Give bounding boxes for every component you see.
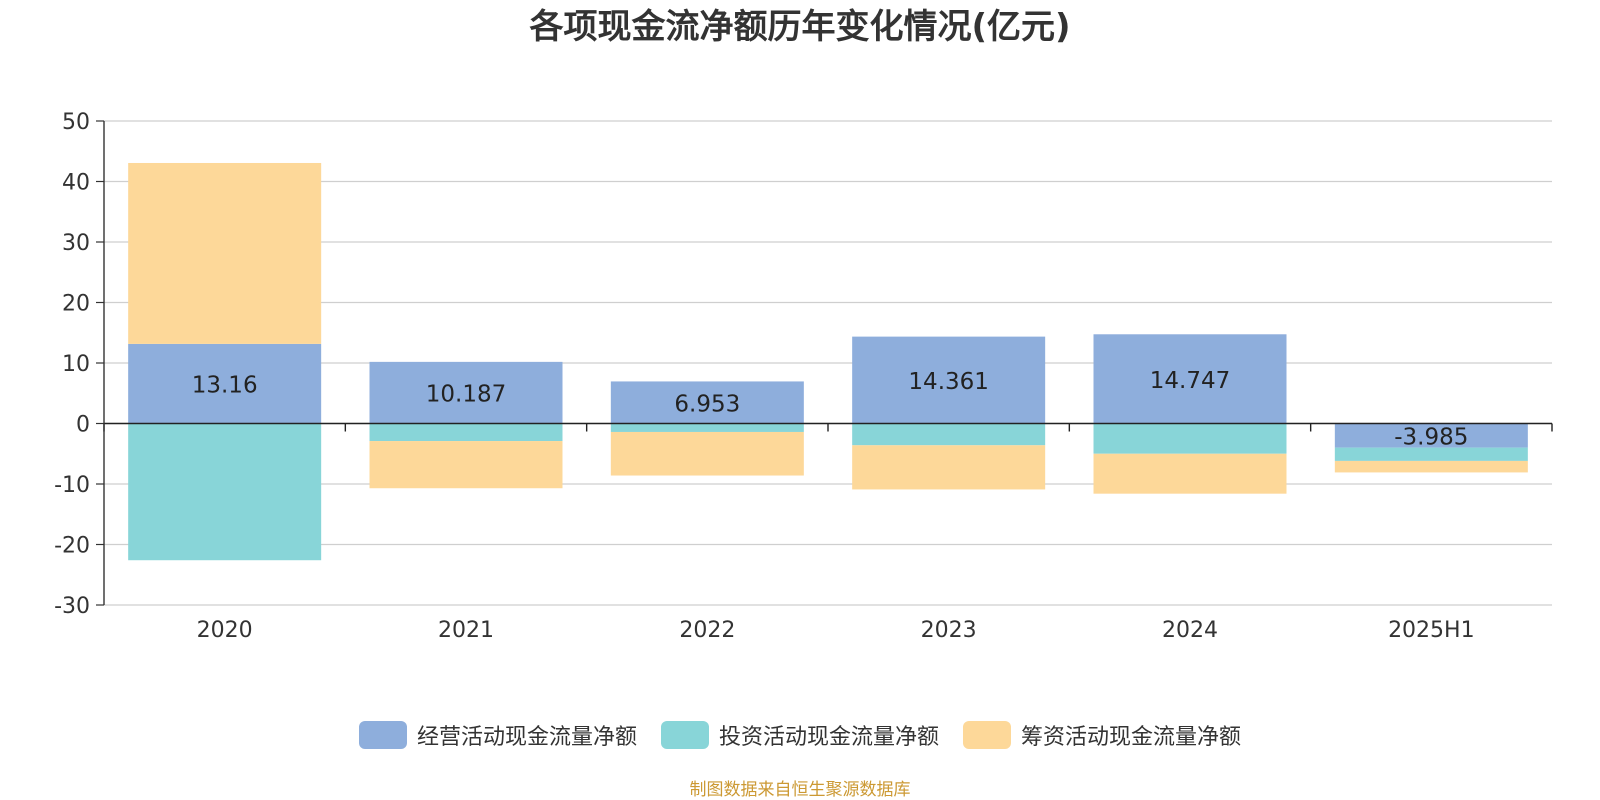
bar-operating-2020 — [128, 343, 322, 424]
x-tick-label: 2023 — [921, 618, 977, 643]
bar-financing-2024 — [1093, 453, 1287, 494]
bar-operating-2025H1 — [1334, 423, 1528, 448]
bar-financing-2025H1 — [1334, 460, 1528, 473]
y-tick-label: 40 — [62, 171, 90, 196]
legend-swatch — [660, 721, 709, 749]
legend: 经营活动现金流量净额 投资活动现金流量净额 筹资活动现金流量净额 — [0, 719, 1600, 751]
bar-operating-2022 — [610, 381, 804, 424]
y-tick-label: 50 — [62, 110, 90, 135]
bar-financing-2022 — [610, 431, 804, 476]
bar-investing-2022 — [610, 423, 804, 432]
bar-financing-2020 — [128, 162, 322, 344]
bar-operating-2024 — [1093, 334, 1287, 424]
legend-item[interactable]: 筹资活动现金流量净额 — [963, 719, 1241, 751]
data-label-2022: 6.953 — [674, 391, 740, 417]
legend-label: 经营活动现金流量净额 — [416, 725, 637, 750]
y-tick-label: 0 — [76, 413, 90, 438]
y-tick-label: -20 — [54, 534, 90, 559]
bar-financing-2023 — [852, 445, 1046, 490]
legend-swatch — [358, 721, 407, 749]
legend-item[interactable]: 经营活动现金流量净额 — [358, 719, 637, 751]
legend-item[interactable]: 投资活动现金流量净额 — [660, 719, 939, 751]
bar-investing-2023 — [852, 423, 1046, 446]
bar-financing-2021 — [369, 441, 563, 489]
y-tick-label: -30 — [54, 594, 90, 619]
x-tick-label: 2024 — [1162, 618, 1218, 643]
bar-operating-2023 — [852, 336, 1046, 424]
x-tick-label: 2025H1 — [1388, 618, 1475, 643]
chart-plot: 50 40 30 20 10 0 -10 -20 -30 13.16 2020 10.187 2021 6… — [54, 110, 1553, 643]
bar-investing-2025H1 — [1334, 447, 1528, 461]
x-tick-label: 2021 — [438, 618, 494, 643]
y-tick-label: -10 — [54, 473, 90, 498]
x-tick-label: 2022 — [679, 618, 735, 643]
bar-investing-2024 — [1093, 423, 1287, 454]
bar-investing-2020 — [128, 423, 322, 561]
y-tick-label: 10 — [62, 352, 90, 377]
y-tick-label: 30 — [62, 231, 90, 256]
bar-investing-2021 — [369, 423, 563, 442]
chart-title: 各项现金流净额历年变化情况(亿元) — [529, 7, 1071, 47]
data-label-2020: 13.16 — [192, 373, 258, 399]
legend-label: 投资活动现金流量净额 — [718, 725, 939, 750]
bar-operating-2021 — [369, 361, 563, 424]
legend-swatch — [963, 721, 1011, 749]
x-tick-label: 2020 — [197, 618, 253, 643]
data-label-2024: 14.747 — [1150, 368, 1230, 394]
legend-label: 筹资活动现金流量净额 — [1021, 725, 1242, 750]
data-label-2021: 10.187 — [426, 382, 506, 408]
data-label-2025H1: -3.985 — [1394, 425, 1468, 451]
source-note: 制图数据来自恒生聚源数据库 — [689, 780, 911, 800]
y-tick-label: 20 — [62, 292, 90, 317]
data-label-2023: 14.361 — [908, 369, 988, 395]
